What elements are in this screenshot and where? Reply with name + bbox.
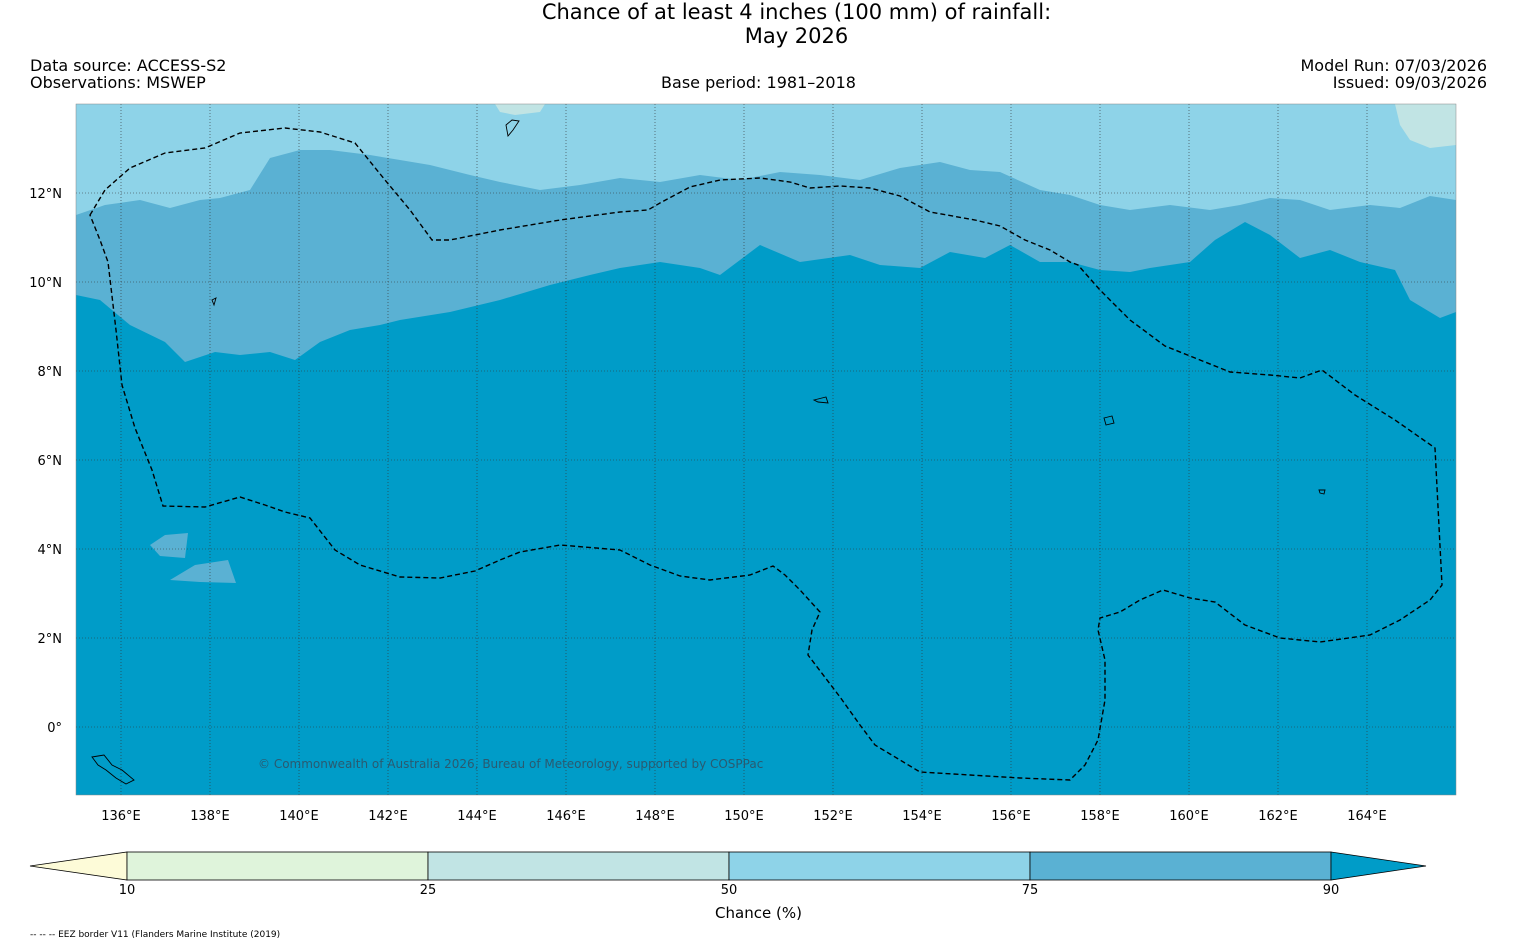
colorbar-title: Chance (%) bbox=[715, 904, 802, 922]
lon-tick: 140°E bbox=[279, 809, 319, 824]
base-period-label: Base period: 1981–2018 bbox=[661, 73, 856, 92]
colorbar-tick: 75 bbox=[1021, 883, 1039, 898]
pohnpei-island bbox=[1103, 415, 1115, 426]
lon-tick: 148°E bbox=[635, 809, 675, 824]
issued-label: Issued: 09/03/2026 bbox=[1332, 73, 1487, 92]
colorbar-75-90 bbox=[1029, 851, 1332, 881]
colorbar-tick: 25 bbox=[419, 883, 437, 898]
band-25-50-patch bbox=[1395, 104, 1456, 148]
lat-tick: 12°N bbox=[29, 187, 62, 202]
lon-tick-labels: 136°E 138°E 140°E 142°E 144°E 146°E 148°… bbox=[101, 809, 1387, 824]
colorbar bbox=[29, 851, 1427, 881]
band-75-90-patch-palau2 bbox=[170, 560, 236, 583]
colorbar-tick: 90 bbox=[1322, 883, 1340, 898]
colorbar-below-10 bbox=[29, 851, 128, 881]
lon-tick: 142°E bbox=[368, 809, 408, 824]
colorbar-10-25 bbox=[126, 851, 429, 881]
colorbar-25-50 bbox=[427, 851, 730, 881]
copyright-text: © Commonwealth of Australia 2026, Bureau… bbox=[258, 757, 763, 771]
eez-border bbox=[89, 127, 1443, 781]
lat-tick: 6°N bbox=[38, 454, 63, 469]
chuuk-island bbox=[812, 396, 829, 404]
chart-title-line2: May 2026 bbox=[744, 24, 849, 48]
eez-footnote: -- -- -- EEZ border V11 (Flanders Marine… bbox=[30, 930, 281, 940]
lat-tick: 4°N bbox=[38, 543, 63, 558]
band-50-75 bbox=[76, 104, 1456, 215]
colorbar-50-75 bbox=[728, 851, 1031, 881]
lat-tick: 10°N bbox=[29, 276, 62, 291]
model-run-label: Model Run: 07/03/2026 bbox=[1300, 56, 1488, 75]
lon-tick: 162°E bbox=[1258, 809, 1298, 824]
lon-tick: 146°E bbox=[546, 809, 586, 824]
colorbar-tick: 10 bbox=[118, 883, 136, 898]
colorbar-above-90 bbox=[1330, 851, 1427, 881]
data-source-label: Data source: ACCESS-S2 bbox=[30, 56, 227, 75]
lon-tick: 164°E bbox=[1347, 809, 1387, 824]
kosrae-island bbox=[1318, 489, 1326, 495]
lon-tick: 138°E bbox=[190, 809, 230, 824]
lat-tick: 0° bbox=[47, 721, 62, 736]
map-frame bbox=[75, 103, 1457, 796]
lat-tick: 2°N bbox=[38, 632, 63, 647]
band-75-90-patch-palau1 bbox=[150, 533, 188, 558]
lon-tick: 160°E bbox=[1169, 809, 1209, 824]
chart-title-line1: Chance of at least 4 inches (100 mm) of … bbox=[541, 0, 1052, 24]
lat-tick-labels: 12°N 10°N 8°N 6°N 4°N 2°N 0° bbox=[29, 187, 62, 736]
lon-tick: 152°E bbox=[813, 809, 853, 824]
lon-tick: 150°E bbox=[724, 809, 764, 824]
yap-island bbox=[211, 297, 217, 307]
colorbar-tick: 50 bbox=[720, 883, 738, 898]
lon-tick: 144°E bbox=[457, 809, 497, 824]
lon-tick: 136°E bbox=[101, 809, 141, 824]
lat-tick: 8°N bbox=[38, 365, 63, 380]
graticule bbox=[76, 104, 1456, 795]
lon-tick: 156°E bbox=[991, 809, 1031, 824]
island-outlines bbox=[91, 119, 1326, 785]
guam-island bbox=[505, 119, 520, 138]
png-islands bbox=[91, 754, 135, 785]
lon-tick: 158°E bbox=[1080, 809, 1120, 824]
observations-label: Observations: MSWEP bbox=[30, 73, 206, 92]
band-25-50-patch-top bbox=[495, 104, 545, 115]
lon-tick: 154°E bbox=[902, 809, 942, 824]
